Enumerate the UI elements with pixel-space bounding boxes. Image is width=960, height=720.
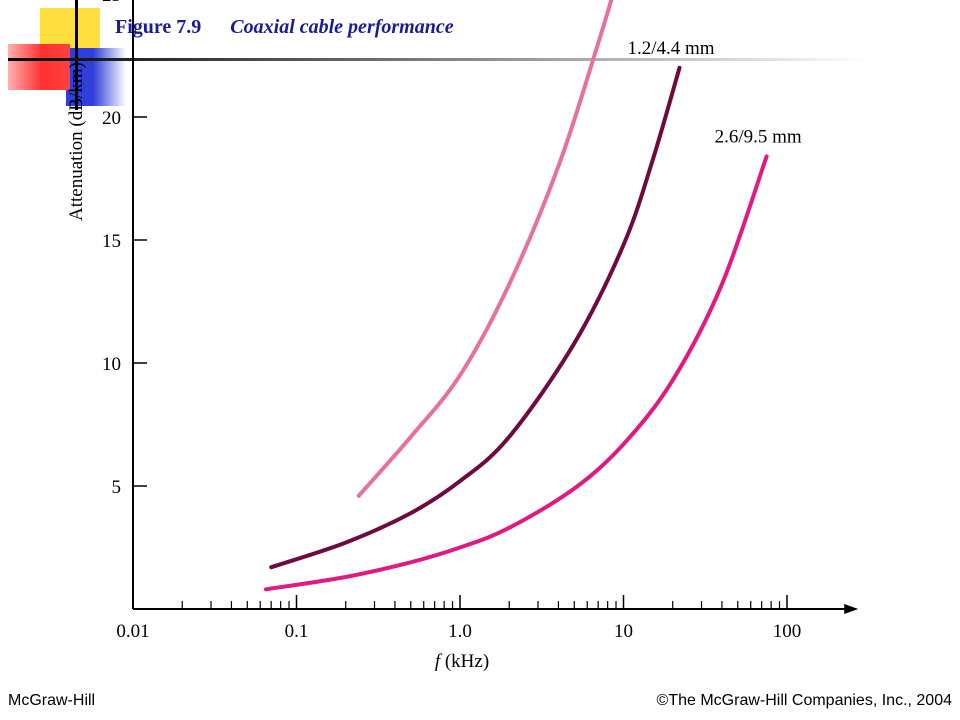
- series-line-1: [356, 0, 614, 498]
- series-line-2: [269, 65, 682, 570]
- x-tick-label: 10: [614, 621, 633, 642]
- chart-series: [263, 0, 769, 592]
- series-label-2: 1.2/4.4 mm: [627, 38, 714, 59]
- x-tick-label: 100: [773, 621, 802, 642]
- corner-vertical-line: [75, 0, 78, 110]
- figure-title: Coaxial cable performance: [230, 16, 454, 38]
- y-tick-label: 20: [102, 108, 121, 129]
- y-tick-label: 25: [102, 0, 121, 6]
- footer-publisher: McGraw-Hill: [8, 692, 96, 709]
- y-axis-title: Attenuation (dB/km): [66, 62, 87, 221]
- header-rule: [8, 58, 868, 61]
- series-line-3: [263, 154, 769, 592]
- figure-number: Figure 7.9: [115, 16, 202, 38]
- footer-copyright: ©The McGraw-Hill Companies, Inc., 2004: [656, 692, 952, 709]
- figure-heading: Figure 7.9 Coaxial cable performance: [115, 16, 454, 39]
- x-axis-title: f (kHz): [435, 651, 489, 672]
- y-tick-label: 5: [112, 477, 122, 498]
- x-axis-arrow: [844, 604, 859, 614]
- corner-red-square: [8, 44, 70, 90]
- x-tick-label: 0.01: [116, 621, 149, 642]
- y-tick-label: 10: [102, 354, 121, 375]
- y-tick-label: 15: [102, 231, 121, 252]
- chart-ticks: [132, 116, 788, 609]
- series-label-3: 2.6/9.5 mm: [715, 126, 802, 147]
- x-tick-label: 1.0: [448, 621, 472, 642]
- chart-axes: [132, 0, 859, 614]
- x-tick-label: 0.1: [285, 621, 309, 642]
